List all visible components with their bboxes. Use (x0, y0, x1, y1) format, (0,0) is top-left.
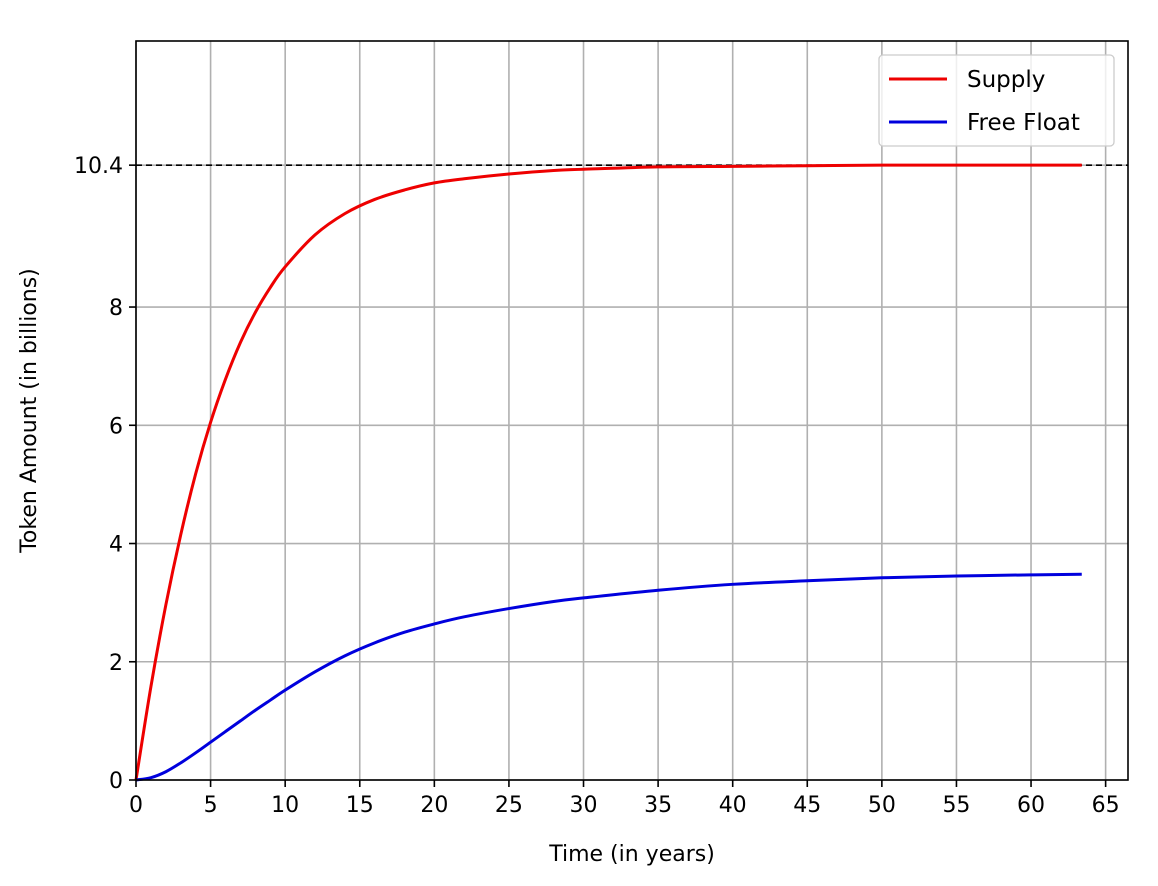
x-tick-label: 0 (129, 793, 143, 818)
series-line-supply (134, 163, 1082, 781)
x-tick-label: 5 (204, 793, 218, 818)
plot-frame (135, 40, 1129, 781)
x-tick-label: 10 (271, 793, 299, 818)
x-tick-label: 50 (868, 793, 896, 818)
legend-label-free-float: Free Float (967, 110, 1080, 136)
x-tick-label: 20 (420, 793, 448, 818)
y-tick-label: 4 (109, 533, 123, 558)
grid (135, 41, 1128, 781)
x-tick-label: 30 (570, 793, 598, 818)
y-axis-label: Token Amount (in billions) (17, 268, 42, 554)
series-lines (134, 163, 1082, 782)
x-tick-label: 45 (793, 793, 821, 818)
x-tick-label: 25 (495, 793, 523, 818)
x-tick-label: 55 (942, 793, 970, 818)
y-tick-label: 0 (109, 769, 123, 794)
series-line-free-float (135, 572, 1082, 782)
x-tick-label: 60 (1017, 793, 1045, 818)
y-tick-label: 8 (109, 296, 123, 321)
y-tick-label: 2 (109, 651, 123, 676)
x-tick-label: 15 (346, 793, 374, 818)
legend-label-supply: Supply (967, 67, 1045, 93)
y-tick-label: 10.4 (74, 154, 123, 179)
y-tick-label: 6 (109, 414, 123, 439)
x-axis-ticks: 0 5 10 15 20 25 30 35 40 45 50 55 60 65 (129, 780, 1120, 818)
x-tick-label: 65 (1092, 793, 1120, 818)
x-axis-label: Time (in years) (548, 842, 715, 867)
x-tick-label: 35 (644, 793, 672, 818)
legend: Supply Free Float (878, 54, 1115, 147)
x-tick-label: 40 (719, 793, 747, 818)
y-axis-ticks: 0 2 4 6 8 10.4 (74, 154, 136, 794)
